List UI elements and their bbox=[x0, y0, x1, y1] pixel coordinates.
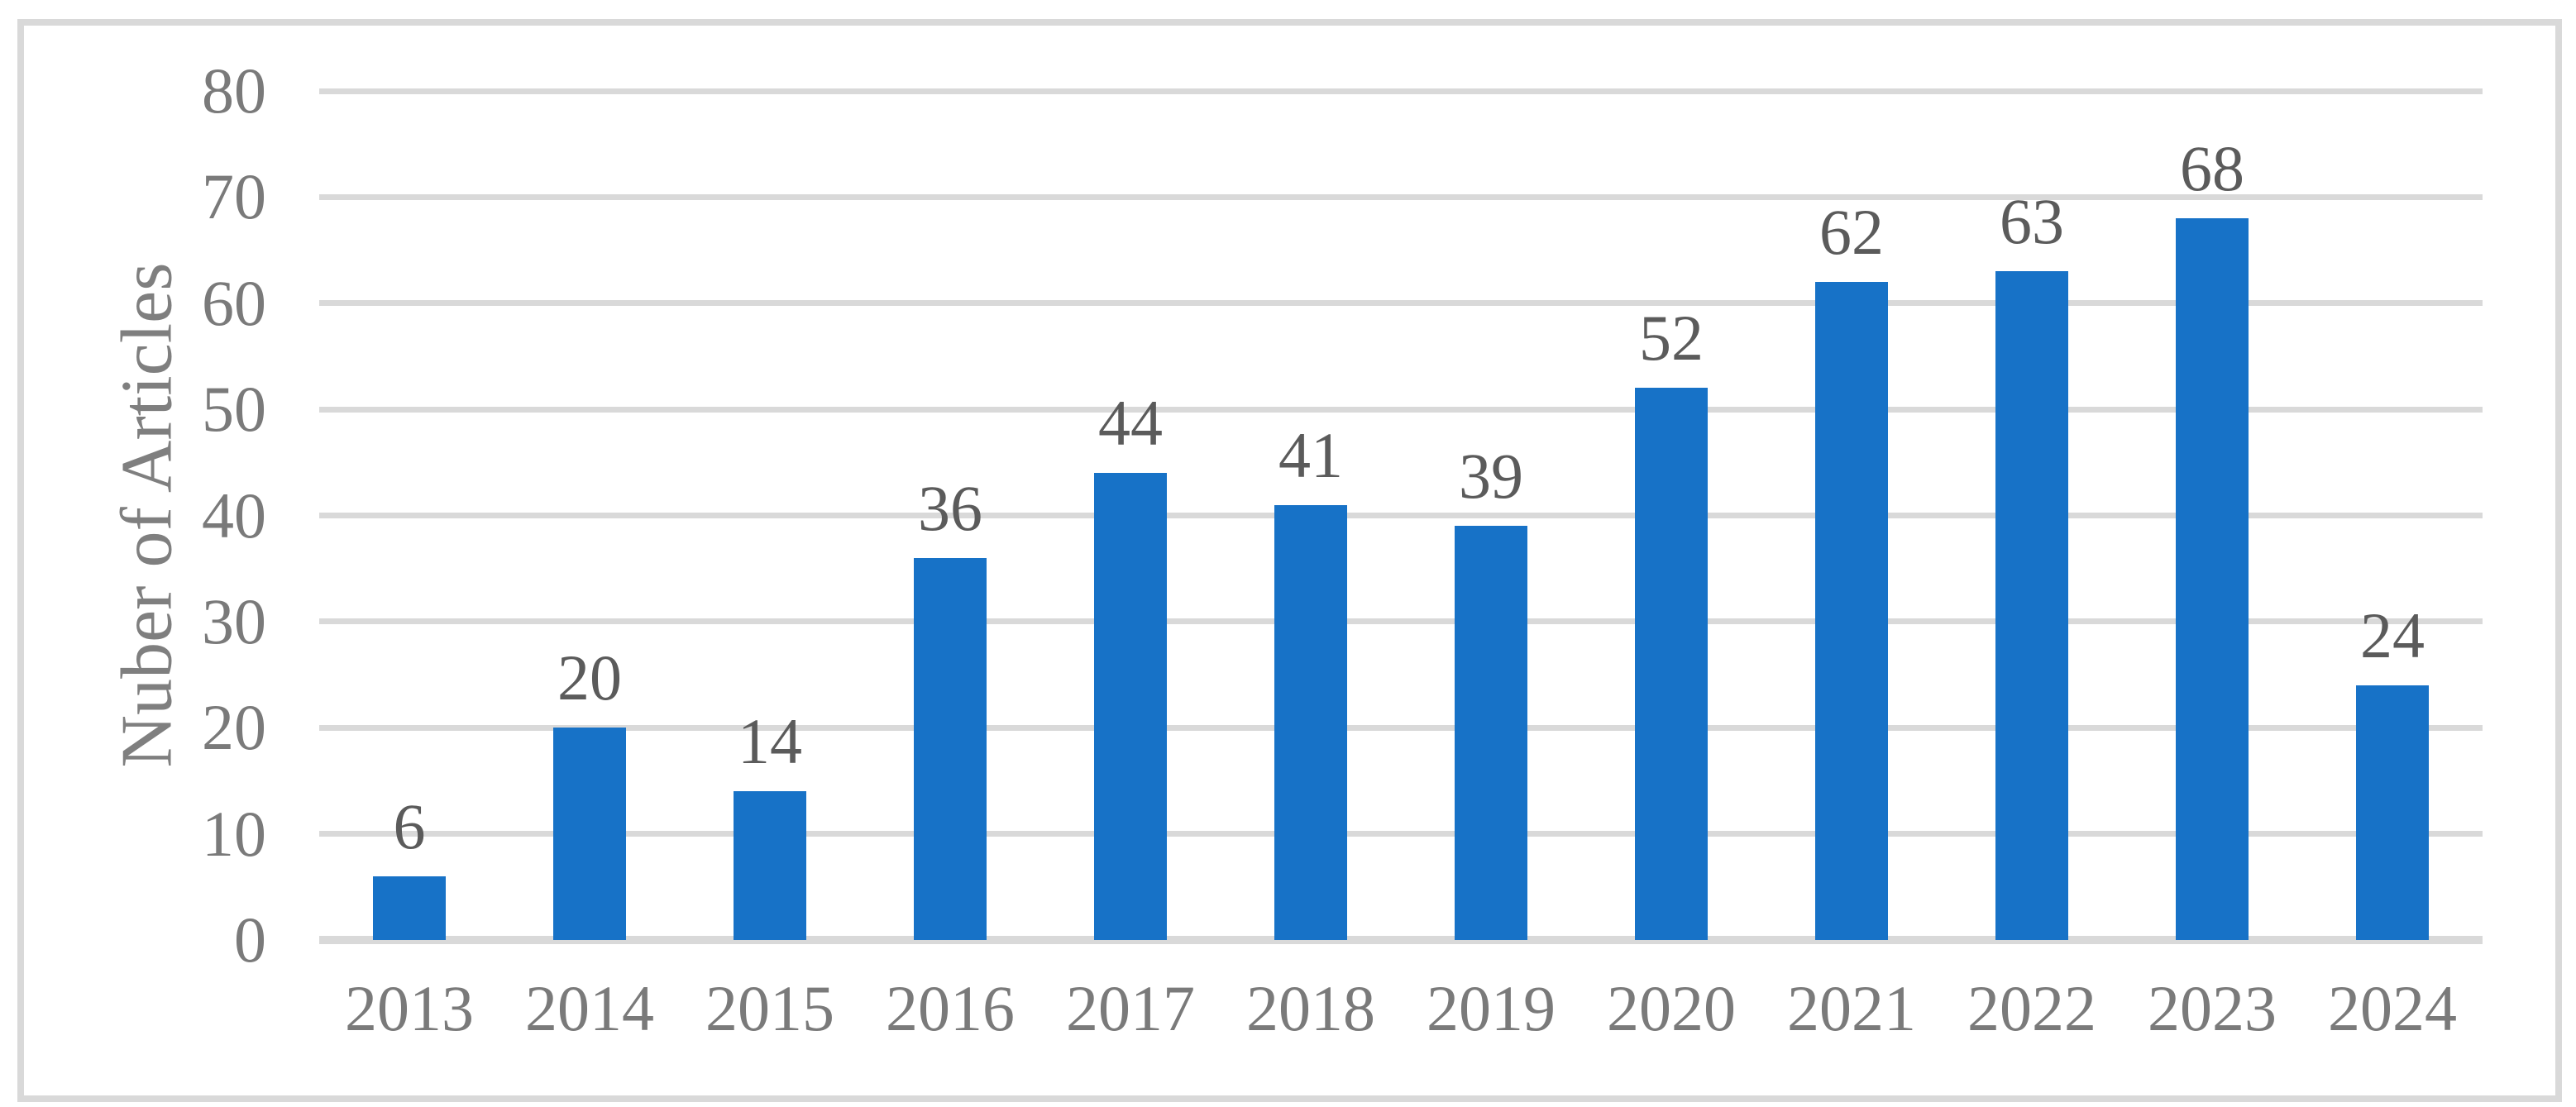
data-label-2019: 39 bbox=[1459, 440, 1523, 513]
bar-2021 bbox=[1815, 282, 1888, 940]
x-tick-label-2021: 2021 bbox=[1787, 972, 1916, 1044]
data-label-2021: 62 bbox=[1819, 196, 1884, 269]
data-label-2017: 44 bbox=[1098, 387, 1163, 460]
gridline-y-50 bbox=[319, 406, 2483, 413]
x-tick-label-2016: 2016 bbox=[886, 972, 1015, 1044]
y-tick-label-30: 30 bbox=[202, 585, 266, 657]
data-label-2020: 52 bbox=[1639, 302, 1704, 375]
y-tick-label-70: 70 bbox=[202, 160, 266, 233]
x-tick-label-2013: 2013 bbox=[345, 972, 474, 1044]
bar-2019 bbox=[1455, 526, 1527, 940]
x-tick-label-2014: 2014 bbox=[525, 972, 654, 1044]
data-label-2024: 24 bbox=[2360, 599, 2425, 671]
x-tick-label-2019: 2019 bbox=[1427, 972, 1556, 1044]
bar-2024 bbox=[2356, 685, 2429, 940]
y-tick-label-60: 60 bbox=[202, 266, 266, 339]
bar-2016 bbox=[914, 557, 987, 940]
y-tick-label-40: 40 bbox=[202, 479, 266, 551]
gridline-y-40 bbox=[319, 513, 2483, 518]
gridline-y-10 bbox=[319, 831, 2483, 837]
data-label-2014: 20 bbox=[557, 642, 622, 714]
data-label-2022: 63 bbox=[2000, 185, 2064, 258]
x-tick-label-2017: 2017 bbox=[1066, 972, 1195, 1044]
gridline-y-60 bbox=[319, 300, 2483, 307]
gridline-y-80 bbox=[319, 88, 2483, 94]
bar-2013 bbox=[373, 876, 446, 940]
bar-2015 bbox=[734, 791, 806, 940]
y-tick-label-20: 20 bbox=[202, 691, 266, 764]
data-label-2018: 41 bbox=[1278, 418, 1343, 491]
data-label-2023: 68 bbox=[2180, 132, 2244, 205]
x-axis-line bbox=[319, 936, 2483, 944]
y-tick-label-0: 0 bbox=[234, 904, 266, 976]
x-tick-label-2018: 2018 bbox=[1246, 972, 1375, 1044]
x-tick-label-2020: 2020 bbox=[1607, 972, 1736, 1044]
y-tick-label-50: 50 bbox=[202, 373, 266, 446]
gridline-y-70 bbox=[319, 193, 2483, 200]
data-label-2016: 36 bbox=[918, 471, 982, 544]
data-label-2013: 6 bbox=[393, 790, 426, 862]
bar-2017 bbox=[1094, 473, 1167, 940]
gridline-y-20 bbox=[319, 724, 2483, 731]
bar-2014 bbox=[553, 728, 626, 940]
bar-2023 bbox=[2176, 218, 2249, 940]
x-tick-label-2015: 2015 bbox=[705, 972, 834, 1044]
x-tick-label-2024: 2024 bbox=[2328, 972, 2457, 1044]
bar-2022 bbox=[1995, 271, 2068, 940]
x-tick-label-2022: 2022 bbox=[1967, 972, 2096, 1044]
gridline-y-30 bbox=[319, 618, 2483, 625]
bar-2018 bbox=[1274, 504, 1347, 940]
x-tick-label-2023: 2023 bbox=[2148, 972, 2277, 1044]
y-tick-label-80: 80 bbox=[202, 55, 266, 126]
y-tick-label-10: 10 bbox=[202, 797, 266, 870]
bar-2020 bbox=[1635, 388, 1708, 940]
data-label-2015: 14 bbox=[738, 705, 802, 778]
